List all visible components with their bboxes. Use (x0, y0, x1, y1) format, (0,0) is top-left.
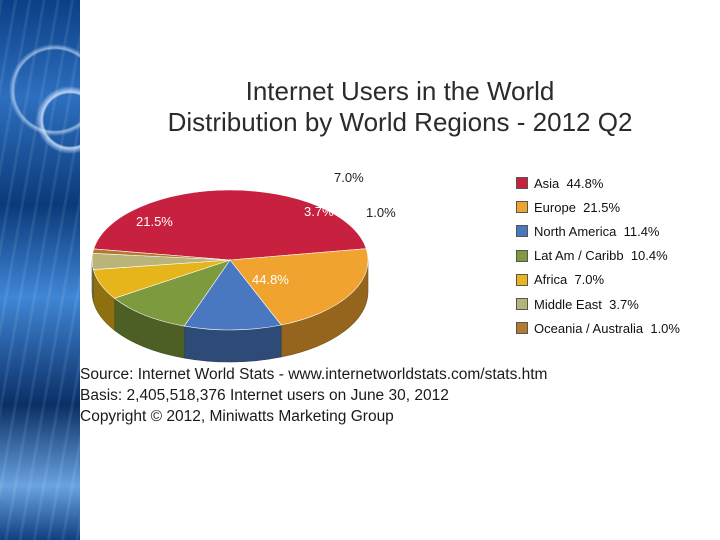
legend-item-oceania-australia: Oceania / Australia 1.0% (516, 316, 680, 340)
pie-label-africa: 7.0% (334, 170, 364, 185)
pie-chart: 44.8% 21.5% 11.4% 10.4% 7.0% 3.7% 1.0% (91, 170, 396, 363)
legend-item-africa: Africa 7.0% (516, 268, 680, 292)
legend-swatch (516, 322, 528, 335)
legend-swatch (516, 201, 528, 214)
legend: Asia 44.8% Europe 21.5% North America 11.4… (516, 171, 680, 340)
pie-label-north-america: 11.4% (191, 173, 227, 188)
legend-label: Oceania / Australia 1.0% (534, 320, 680, 336)
legend-item-europe: Europe 21.5% (516, 195, 680, 219)
chart-subtitle-line: Distribution by World Regions - 2012 Q2 (167, 107, 633, 137)
pie-slice-europe (229, 248, 369, 326)
legend-item-middle-east: Middle East 3.7% (516, 292, 680, 316)
legend-label: Africa 7.0% (534, 272, 605, 288)
legend-swatch (516, 177, 528, 190)
pie-label-middle-east: 3.7% (304, 204, 334, 219)
legend-swatch (516, 298, 528, 311)
legend-label: Asia 44.8% (534, 175, 604, 191)
pie-label-europe: 21.5% (136, 214, 173, 229)
legend-label: North America 11.4% (534, 223, 660, 239)
legend-swatch (516, 249, 528, 262)
pie-slice-lat-am-caribb (113, 259, 231, 327)
legend-label: Middle East 3.7% (534, 296, 639, 312)
legend-item-asia: Asia 44.8% (516, 171, 680, 195)
pie-slice-north-america (183, 259, 282, 331)
pie-side-north-america (183, 324, 282, 363)
pie-label-oceania-australia: 1.0% (366, 205, 396, 220)
pie-top (91, 189, 369, 331)
pie-labels: 44.8% 21.5% 11.4% 10.4% 7.0% 3.7% 1.0% (136, 170, 396, 287)
source-line: Source: Internet World Stats - www.inter… (80, 366, 548, 383)
decorative-background-strip (0, 0, 80, 540)
legend-label: Europe 21.5% (534, 199, 621, 215)
legend-item-lat-am-caribb: Lat Am / Caribb 10.4% (516, 244, 680, 268)
pie-label-asia: 44.8% (252, 272, 289, 287)
legend-label: Lat Am / Caribb 10.4% (534, 248, 668, 264)
chart-title: Internet Users in the World Distribution… (80, 76, 720, 138)
legend-swatch (516, 225, 528, 238)
pie-label-lat-am-caribb: 10.4% (248, 172, 285, 187)
chart-title-line: Internet Users in the World (245, 76, 555, 106)
copyright-line: Copyright © 2012, Miniwatts Marketing Gr… (80, 408, 394, 425)
pie-slice-oceania-australia (92, 248, 231, 261)
basis-line: Basis: 2,405,518,376 Internet users on J… (80, 387, 449, 404)
source-block: Source: Internet World Stats - www.inter… (80, 364, 547, 427)
legend-item-north-america: North America 11.4% (516, 219, 680, 243)
pie-slice-asia (93, 189, 367, 261)
legend-swatch (516, 273, 528, 286)
